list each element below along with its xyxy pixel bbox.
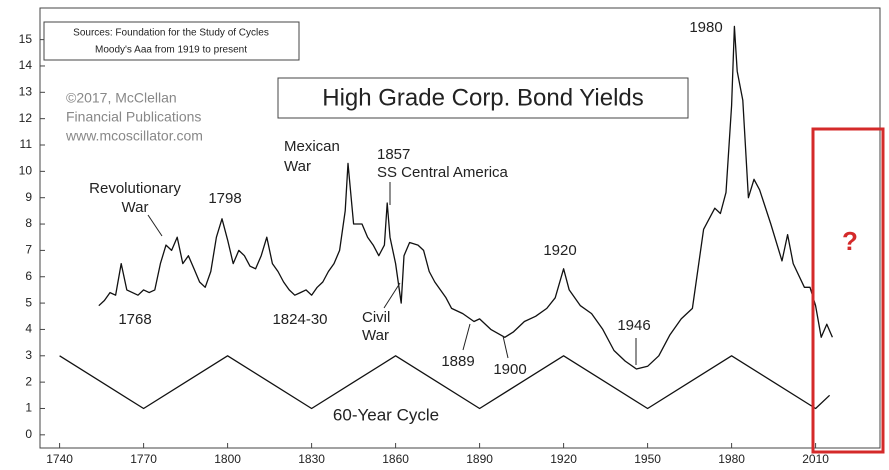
x-tick-label: 2010 — [802, 452, 829, 466]
sources: Moody's Aaa from 1919 to present — [95, 45, 247, 56]
credit: ©2017, McClellan — [66, 90, 177, 106]
y-tick-label: 11 — [20, 137, 33, 151]
annotation: 1920 — [543, 242, 576, 259]
cycle-label: 60-Year Cycle — [333, 405, 439, 424]
annotation: Revolutionary — [89, 180, 181, 197]
annotation: War — [122, 199, 149, 216]
y-tick-label: 14 — [19, 58, 33, 72]
annotation: 1980 — [689, 19, 722, 36]
x-tick-label: 1860 — [382, 452, 409, 466]
question-mark: ? — [842, 226, 858, 256]
x-tick-label: 1740 — [46, 452, 73, 466]
x-tick-label: 1890 — [466, 452, 493, 466]
annotation: Civil — [362, 309, 390, 326]
credit: www.mcoscillator.com — [65, 128, 203, 144]
y-tick-label: 5 — [25, 295, 32, 309]
annotation: War — [284, 158, 311, 175]
line-series — [98, 25, 833, 370]
annotation: 1889 — [441, 353, 474, 370]
annotation: 1798 — [208, 190, 241, 207]
y-tick-label: 9 — [25, 190, 32, 204]
annotation: Mexican — [284, 138, 340, 155]
plot-frame — [39, 7, 881, 449]
chart-title: High Grade Corp. Bond Yields — [322, 84, 644, 111]
title-box — [277, 77, 689, 119]
y-tick-label: 7 — [25, 243, 32, 257]
y-tick-label: 1 — [25, 401, 32, 415]
annotation: SS Central America — [377, 164, 509, 181]
x-tick-label: 1770 — [130, 452, 157, 466]
y-tick-label: 3 — [25, 348, 32, 362]
annotation: 1946 — [617, 317, 650, 334]
y-tick-label: 15 — [19, 32, 33, 46]
leader — [147, 214, 163, 237]
y-tick-label: 2 — [25, 374, 32, 388]
credit: Financial Publications — [66, 109, 201, 125]
line-series — [59, 355, 831, 410]
y-tick-label: 6 — [25, 269, 32, 283]
x-tick-label: 1950 — [634, 452, 661, 466]
sources-box — [43, 21, 300, 61]
annotation: 1768 — [118, 311, 151, 328]
y-tick-label: 13 — [19, 84, 33, 98]
leader — [462, 323, 471, 351]
x-tick-label: 1980 — [718, 452, 745, 466]
x-tick-label: 1800 — [214, 452, 241, 466]
y-tick-label: 4 — [25, 322, 32, 336]
y-tick-label: 10 — [19, 164, 33, 178]
sources: Sources: Foundation for the Study of Cyc… — [73, 28, 269, 39]
y-tick-label: 8 — [25, 216, 32, 230]
y-tick-label: 12 — [19, 111, 33, 125]
annotation: 1857 — [377, 146, 410, 163]
annotation: 1900 — [493, 361, 526, 378]
x-tick-label: 1920 — [550, 452, 577, 466]
highlight-box — [811, 127, 885, 454]
leader — [502, 335, 509, 359]
leader — [383, 282, 401, 309]
y-tick-label: 0 — [25, 427, 32, 441]
annotation: 1824-30 — [272, 311, 327, 328]
x-tick-label: 1830 — [298, 452, 325, 466]
annotation: War — [362, 327, 389, 344]
